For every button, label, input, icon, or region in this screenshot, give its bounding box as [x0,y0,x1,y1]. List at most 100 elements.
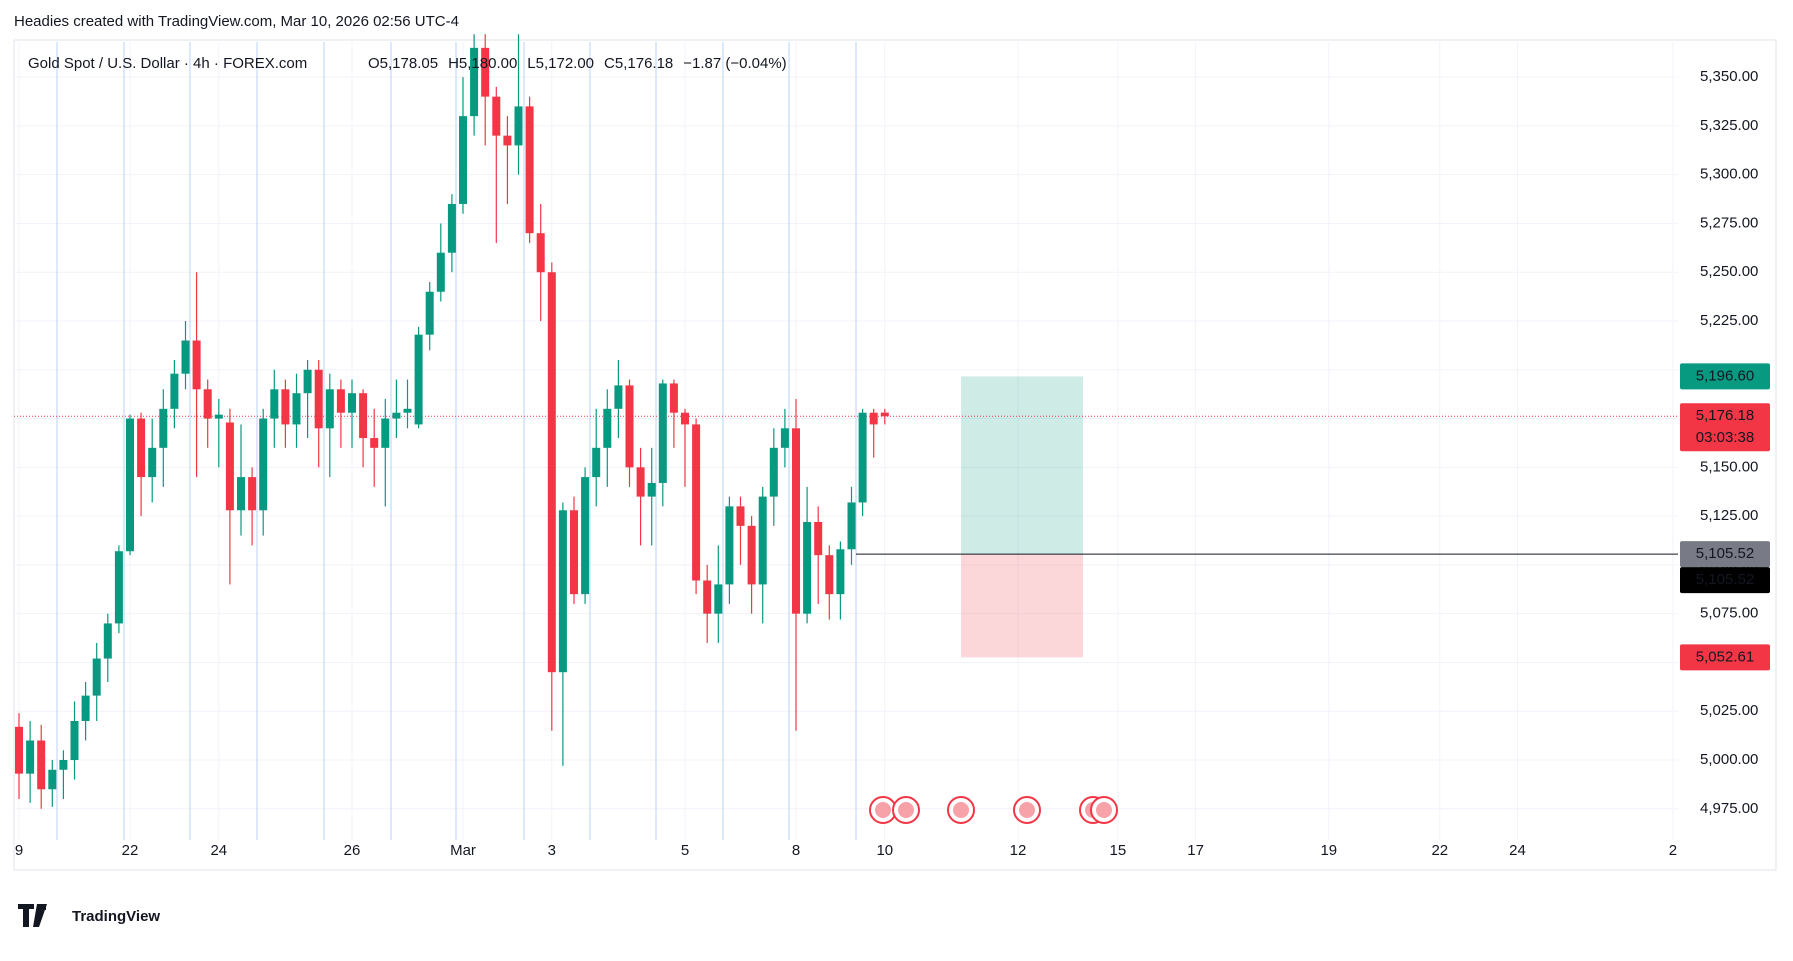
candle-body [336,389,345,413]
candle-body [92,658,101,696]
candle-body [148,447,157,478]
candle-body [348,393,356,413]
event-icon-flag [898,802,914,818]
logo-mark [18,904,47,927]
x-tick-label: 17 [1187,842,1204,859]
candle-body [314,369,323,429]
candle-body [436,252,445,292]
x-tick-label: 22 [122,842,139,859]
candle-body [159,408,168,448]
candle-body [592,447,601,478]
logo-text: TradingView [72,908,160,925]
candle-body [581,477,590,595]
candle-body [658,383,667,483]
candle-body [26,740,35,774]
candle-body [769,447,778,497]
ohlc-key: L [527,55,535,72]
x-tick-label: 3 [548,842,556,859]
x-tick-label: 24 [210,842,227,859]
x-tick-label: 24 [1509,842,1526,859]
candle-body [281,389,290,425]
stop-label: 5,052.61 [1696,648,1754,665]
last-price-bg [1680,403,1770,452]
candle-body [636,467,645,497]
candle-body [425,291,434,335]
y-tick-label: 5,300.00 [1700,166,1758,183]
caption: Headies created with TradingView.com, Ma… [14,13,459,30]
target-zone [961,376,1083,555]
x-tick-label: Mar [450,842,476,859]
crosshair-label: 5,105.52 [1696,571,1754,588]
ohlc-value: 5,178.05 [380,55,438,72]
candle-body [225,422,234,511]
ohlc-key: O [368,55,380,72]
candle-body [325,389,334,429]
y-tick-label: 5,075.00 [1700,605,1758,622]
candle-body [481,47,490,97]
y-tick-label: 5,250.00 [1700,263,1758,280]
candle-body [869,412,878,425]
candle-body [37,740,46,790]
last-price-label: 5,176.18 [1696,407,1754,424]
candle-body [237,477,245,511]
logo: TradingView [18,904,160,927]
stop-zone [961,554,1083,658]
candle-body [59,760,68,770]
candle-body [692,424,701,581]
candle-body [303,369,312,394]
entry-label-bg [1680,541,1770,568]
y-tick-label: 5,325.00 [1700,117,1758,134]
candle-body [625,385,634,468]
candle-body [614,385,623,409]
x-tick-label: 22 [1431,842,1448,859]
change: −1.87 (−0.04%) [683,55,786,72]
event-icon-flag [875,802,891,818]
candle-body [15,726,23,774]
candle-body [669,383,678,413]
candle-body [81,695,90,721]
crosshair-label-bg [1680,567,1770,594]
candle-body [792,428,800,614]
x-tick-label: 19 [1320,842,1337,859]
y-tick-label: 5,000.00 [1700,751,1758,768]
candle-body [681,412,689,425]
ohlc-key: H [448,55,459,72]
candle-body [403,408,412,413]
candle-body [359,393,368,439]
x-tick-label: 26 [344,842,361,859]
ohlc-value: 5,172.00 [536,55,594,72]
ohlc-key: C [604,55,615,72]
y-tick-label: 4,975.00 [1700,800,1758,817]
candle-body [814,521,823,556]
candle-body [736,506,745,526]
candle-body [780,428,789,448]
ohlc-value: 5,176.18 [615,55,673,72]
candle-body [758,496,767,585]
candle-body [392,412,401,419]
candle-body [48,769,57,790]
candle-body [536,233,545,273]
candle-body [836,549,845,595]
candle-body [514,106,523,146]
candle-body [647,482,656,497]
candle-body [381,418,390,448]
candle-body [270,389,279,419]
stop-label-bg [1680,644,1770,671]
candle-body [747,525,756,585]
x-tick-label: 10 [876,842,893,859]
candle-body [803,521,812,614]
ohlc-value: 5,180.00 [459,55,517,72]
candle-body [459,116,467,204]
chart-frame [13,39,1777,871]
candle-body [170,373,179,409]
candle-body [470,47,479,117]
candle-body [603,408,612,448]
y-tick-label: 5,275.00 [1700,214,1758,231]
candle-body [214,414,223,419]
countdown: 03:03:38 [1696,429,1754,446]
event-icon-flag [953,802,969,818]
entry-label: 5,105.52 [1696,545,1754,562]
y-tick-label: 5,125.00 [1700,507,1758,524]
candle-body [570,510,578,595]
candle-body [370,438,379,448]
